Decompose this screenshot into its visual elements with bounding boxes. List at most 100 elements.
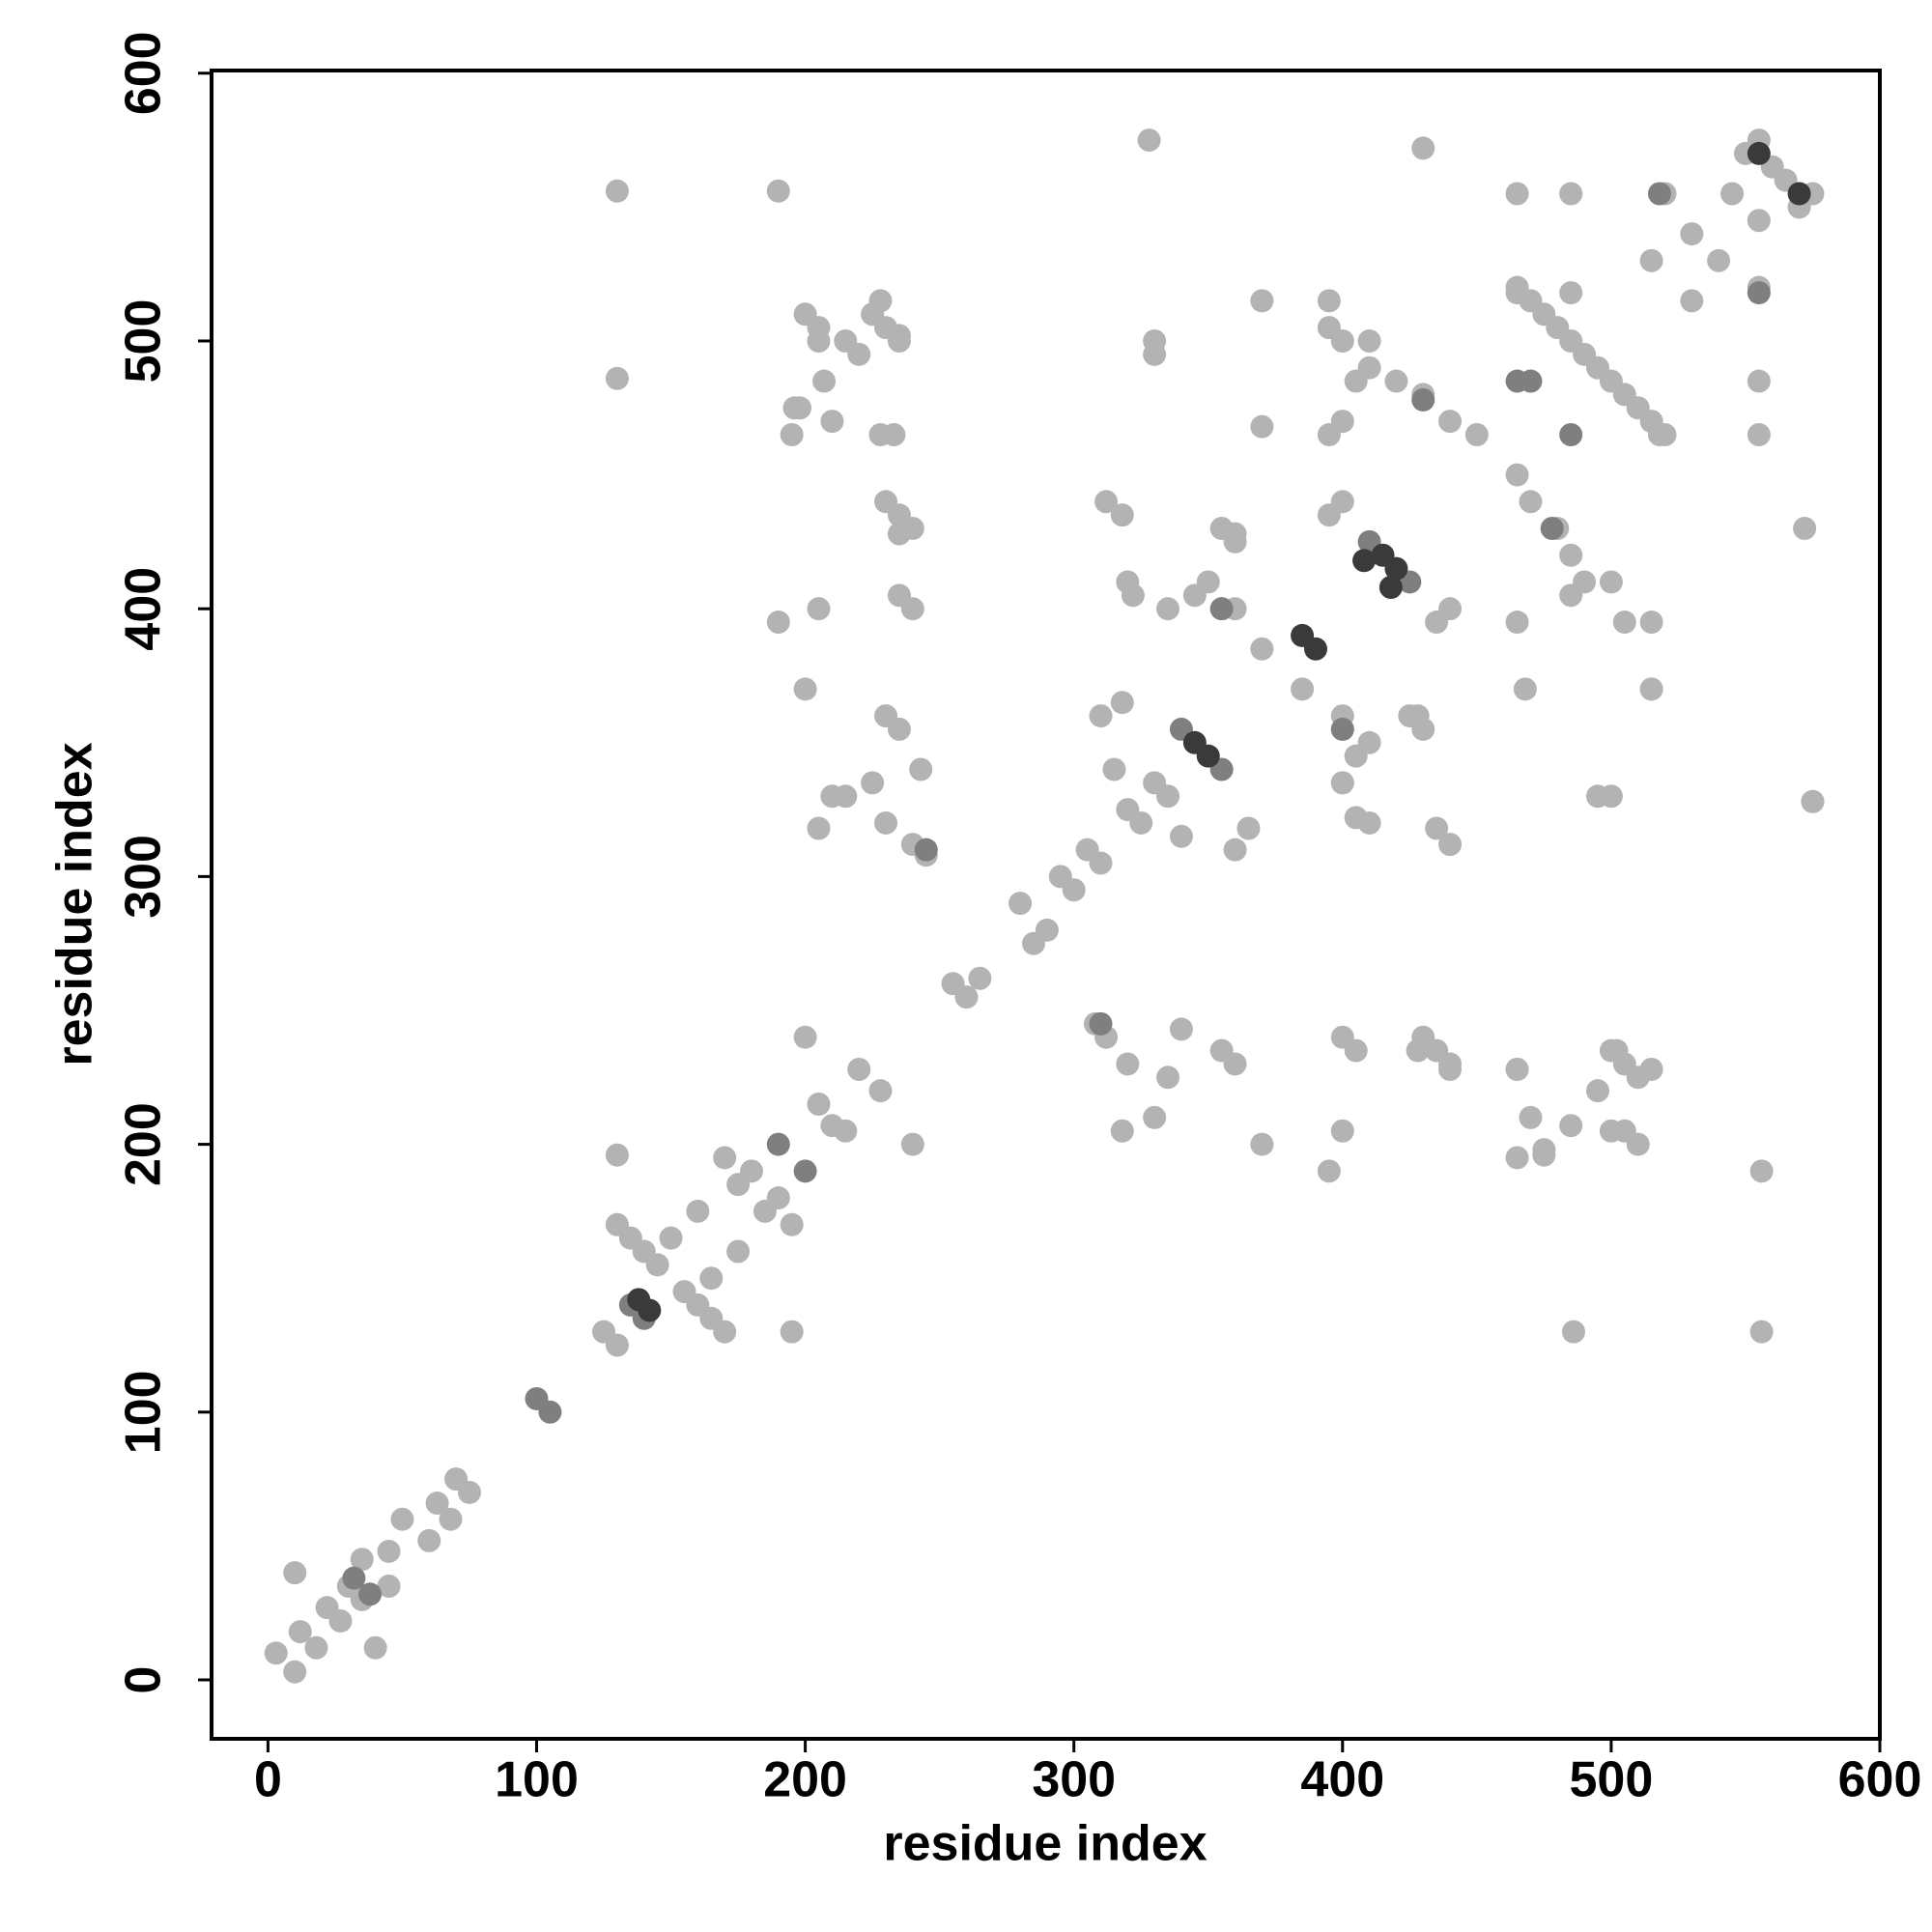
point — [1519, 490, 1543, 514]
point — [766, 611, 790, 635]
point — [834, 784, 858, 809]
point — [363, 1635, 387, 1660]
point — [1406, 1038, 1430, 1063]
point — [1639, 677, 1663, 701]
point — [377, 1574, 401, 1598]
point — [328, 1609, 353, 1634]
point — [1344, 744, 1368, 768]
point — [304, 1635, 328, 1660]
point — [780, 423, 804, 447]
point — [1196, 744, 1220, 768]
point — [1303, 637, 1327, 661]
point — [283, 1561, 307, 1585]
point — [605, 1333, 629, 1357]
point — [1505, 1057, 1529, 1081]
point — [1747, 209, 1771, 233]
point — [726, 1239, 751, 1264]
point — [766, 179, 790, 203]
point — [1116, 570, 1140, 594]
point — [1720, 182, 1745, 206]
point — [847, 1057, 871, 1081]
point — [1505, 1146, 1529, 1170]
point — [342, 1566, 366, 1590]
point — [1089, 851, 1113, 875]
point — [638, 1298, 662, 1322]
point — [1438, 1057, 1463, 1081]
point — [1129, 810, 1153, 835]
point — [1505, 463, 1529, 487]
point — [1110, 503, 1134, 527]
point — [1021, 931, 1045, 955]
point — [807, 816, 831, 840]
point — [1223, 522, 1247, 546]
point — [807, 597, 831, 621]
point — [1317, 289, 1341, 313]
point — [713, 1146, 737, 1170]
point — [377, 1539, 401, 1563]
point — [793, 1159, 817, 1183]
point — [1110, 1119, 1134, 1143]
point — [1532, 1143, 1556, 1167]
point — [1250, 637, 1274, 661]
point — [1505, 182, 1529, 206]
point — [1749, 1159, 1774, 1183]
point — [1357, 328, 1381, 353]
point — [793, 1025, 817, 1049]
point — [1116, 1052, 1140, 1076]
point — [887, 522, 911, 546]
point — [1330, 717, 1354, 741]
point — [1250, 289, 1274, 313]
point — [1143, 771, 1167, 795]
point — [1559, 182, 1583, 206]
point — [868, 1079, 893, 1103]
point — [1747, 369, 1771, 393]
point — [1236, 816, 1261, 840]
point — [914, 838, 938, 862]
point — [1169, 824, 1193, 848]
point — [1647, 182, 1671, 206]
point — [1250, 1132, 1274, 1156]
point — [659, 1226, 683, 1250]
point — [1599, 570, 1623, 594]
point — [645, 1253, 669, 1277]
point — [1559, 281, 1583, 305]
point — [1352, 549, 1377, 573]
point — [618, 1226, 642, 1250]
point — [900, 597, 924, 621]
point — [538, 1400, 562, 1424]
point — [1653, 423, 1677, 447]
x-tick-label: 400 — [1300, 1752, 1384, 1808]
point — [1519, 1105, 1543, 1129]
point — [1573, 342, 1597, 366]
point — [699, 1306, 724, 1330]
point — [1438, 833, 1463, 857]
point — [1094, 490, 1119, 514]
point — [887, 717, 911, 741]
point — [807, 1093, 831, 1117]
point — [1793, 517, 1817, 541]
point — [1612, 383, 1636, 407]
point — [1425, 816, 1449, 840]
point — [820, 410, 844, 434]
point — [1330, 1119, 1354, 1143]
point — [780, 1320, 804, 1344]
point — [1639, 1057, 1663, 1081]
point — [812, 369, 837, 393]
point — [900, 1132, 924, 1156]
x-tick-label: 300 — [1032, 1752, 1116, 1808]
point — [1787, 182, 1811, 206]
point — [1182, 583, 1207, 608]
x-tick-label: 600 — [1838, 1752, 1922, 1808]
point — [1612, 1119, 1636, 1143]
point — [699, 1266, 724, 1291]
point — [1169, 1017, 1193, 1041]
point — [1371, 543, 1395, 567]
y-tick-label: 300 — [116, 835, 172, 919]
point — [1209, 1038, 1234, 1063]
point — [1559, 1114, 1583, 1138]
point — [1747, 281, 1771, 305]
point — [1223, 838, 1247, 862]
point — [1102, 757, 1126, 781]
point — [766, 1132, 790, 1156]
